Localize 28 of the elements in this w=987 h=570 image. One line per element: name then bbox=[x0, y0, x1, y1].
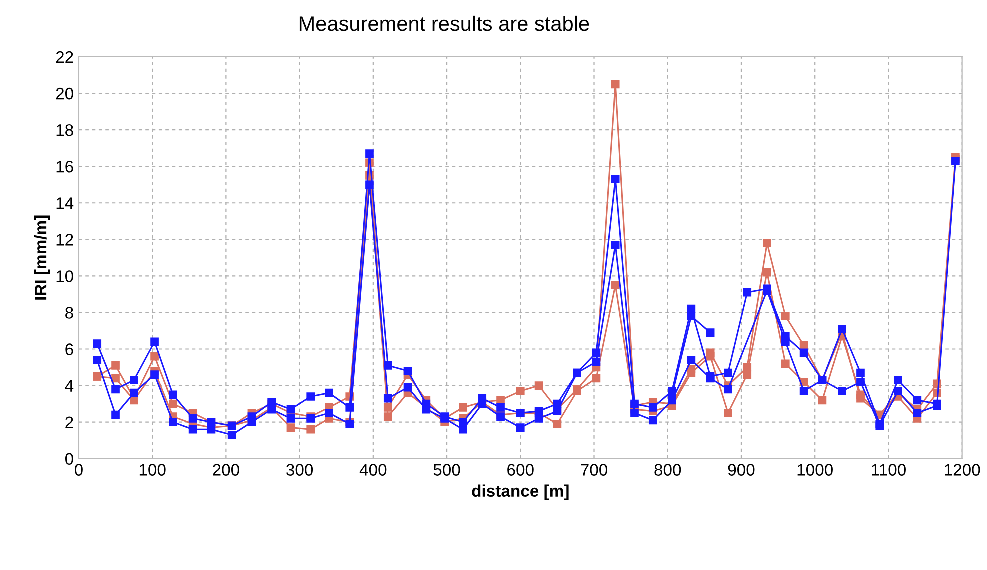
x-tick-label: 200 bbox=[213, 464, 240, 476]
x-tick-label: 600 bbox=[508, 464, 534, 476]
y-tick-label: 2 bbox=[66, 416, 74, 428]
chart-title: Measurement results are stable bbox=[300, 16, 590, 32]
y-tick-label: 14 bbox=[56, 198, 74, 210]
x-tick-label: 900 bbox=[728, 464, 755, 476]
y-tick-label: 6 bbox=[66, 344, 74, 356]
y-tick-label: 8 bbox=[66, 307, 74, 319]
x-tick-label: 1000 bbox=[798, 464, 833, 476]
x-tick-label: 1100 bbox=[872, 464, 906, 476]
x-tick-label: 700 bbox=[581, 464, 608, 476]
x-tick-label: 800 bbox=[654, 464, 682, 476]
x-tick-label: 400 bbox=[360, 464, 387, 476]
y-tick-label: 0 bbox=[65, 453, 74, 466]
y-tick-label: 18 bbox=[56, 124, 74, 136]
y-tick-label: 16 bbox=[56, 160, 74, 173]
y-axis-title: IRI [mm/m] bbox=[34, 216, 50, 300]
y-tick-label: 10 bbox=[56, 270, 74, 282]
x-tick-label: 100 bbox=[140, 464, 166, 476]
y-tick-label: 4 bbox=[65, 380, 74, 392]
x-tick-label: 0 bbox=[74, 464, 83, 476]
y-tick-label: 12 bbox=[56, 234, 74, 246]
x-tick-label: 300 bbox=[286, 464, 314, 476]
x-axis-title: distance [m] bbox=[472, 484, 569, 500]
x-tick-label: 1200 bbox=[945, 464, 980, 476]
y-tick-label: 20 bbox=[56, 88, 74, 100]
x-tick-label: 500 bbox=[434, 464, 460, 476]
y-tick-label: 22 bbox=[56, 51, 74, 64]
